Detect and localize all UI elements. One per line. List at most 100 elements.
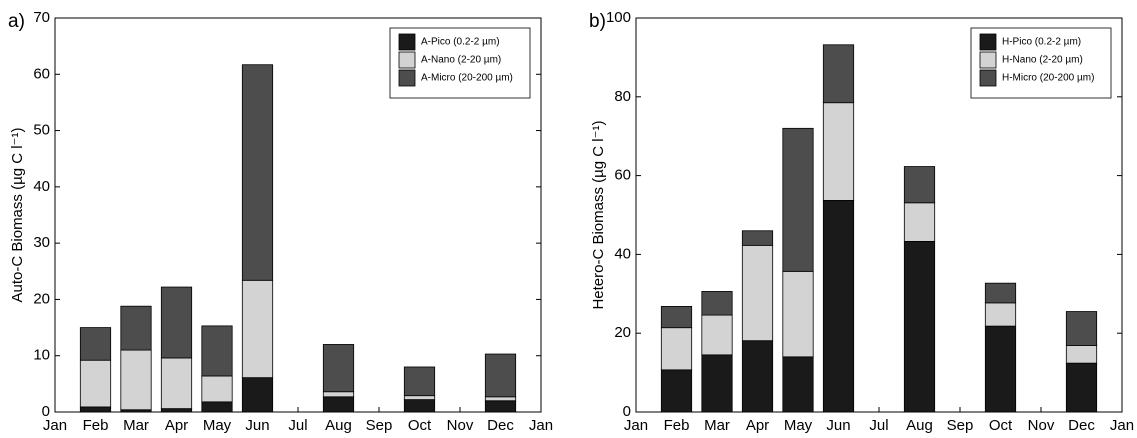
- x-tick-label: Feb: [83, 417, 109, 434]
- legend-label: A-Micro (20-200 µm): [421, 73, 513, 84]
- legend-swatch: [979, 69, 997, 87]
- bar-segment: [322, 391, 355, 398]
- bar-segment: [782, 270, 814, 358]
- y-tick-label: 70: [33, 9, 50, 26]
- legend-swatch: [979, 33, 997, 51]
- y-tick-label: 30: [33, 234, 50, 251]
- bar-segment: [241, 64, 274, 281]
- legend-swatch: [398, 69, 416, 87]
- bar-segment: [484, 396, 517, 402]
- y-tick-label: 60: [614, 167, 631, 184]
- bar-segment: [160, 408, 193, 413]
- bar-segment: [782, 127, 814, 272]
- bar-segment: [741, 244, 774, 342]
- legend-label: H-Nano (2-20 µm): [1002, 55, 1083, 66]
- x-tick-label: May: [203, 417, 232, 434]
- x-tick-label: Apr: [746, 417, 769, 434]
- x-tick-label: Sep: [366, 417, 393, 434]
- y-axis-label: Hetero-C Biomass (µg C l⁻¹): [590, 120, 607, 309]
- y-tick-label: 40: [33, 178, 50, 195]
- x-tick-label: Nov: [447, 417, 474, 434]
- bar-segment: [701, 314, 733, 356]
- x-tick-label: Jul: [869, 417, 888, 434]
- bar-segment: [241, 377, 274, 413]
- bar-segment: [403, 366, 436, 397]
- bar-segment: [660, 369, 693, 413]
- bar-segment: [741, 340, 774, 413]
- bar-segment: [903, 166, 936, 204]
- bar-segment: [822, 102, 855, 201]
- x-tick-label: Jul: [288, 417, 307, 434]
- y-tick-label: 40: [614, 245, 631, 262]
- x-tick-label: Jan: [1110, 417, 1134, 434]
- legend-label: A-Pico (0.2-2 µm): [421, 37, 500, 48]
- x-tick-label: Aug: [325, 417, 352, 434]
- y-tick-label: 50: [33, 122, 50, 139]
- bar-segment: [120, 349, 152, 411]
- y-tick-label: 20: [33, 290, 50, 307]
- y-tick-label: 10: [33, 347, 50, 364]
- bar-segment: [701, 291, 733, 316]
- bar-segment: [79, 406, 112, 413]
- bar-segment: [403, 395, 436, 401]
- x-tick-label: Dec: [1068, 417, 1095, 434]
- bar-segment: [903, 240, 936, 413]
- bar-segment: [903, 202, 936, 242]
- bar-segment: [322, 344, 355, 393]
- x-tick-label: Sep: [947, 417, 974, 434]
- bar-segment: [120, 305, 152, 351]
- x-tick-label: Oct: [408, 417, 432, 434]
- legend-label: H-Pico (0.2-2 µm): [1002, 37, 1081, 48]
- legend-label: A-Nano (2-20 µm): [421, 55, 501, 66]
- bar-segment: [160, 286, 193, 359]
- bar-segment: [484, 400, 517, 413]
- x-tick-label: Jan: [43, 417, 67, 434]
- y-tick-label: 100: [606, 9, 631, 26]
- bar-segment: [201, 401, 233, 413]
- x-tick-label: Nov: [1028, 417, 1055, 434]
- bar-segment: [241, 279, 274, 379]
- bar-segment: [660, 306, 693, 329]
- x-tick-label: Aug: [906, 417, 933, 434]
- legend-swatch: [979, 51, 997, 69]
- bar-segment: [1065, 362, 1098, 413]
- bar-segment: [79, 359, 112, 408]
- legend-swatch: [398, 33, 416, 51]
- x-tick-label: Apr: [165, 417, 188, 434]
- bar-segment: [984, 302, 1017, 327]
- x-tick-label: May: [784, 417, 813, 434]
- x-tick-label: Mar: [123, 417, 149, 434]
- bar-segment: [782, 356, 814, 413]
- x-tick-label: Jun: [245, 417, 269, 434]
- x-tick-label: Jun: [826, 417, 850, 434]
- bar-segment: [1065, 345, 1098, 364]
- bar-segment: [701, 354, 733, 413]
- x-tick-label: Mar: [704, 417, 730, 434]
- legend-swatch: [398, 51, 416, 69]
- x-tick-label: Jan: [529, 417, 553, 434]
- y-tick-label: 60: [33, 65, 50, 82]
- bar-segment: [79, 327, 112, 361]
- y-tick-label: 0: [42, 403, 50, 420]
- x-tick-label: Dec: [487, 417, 514, 434]
- panel-label: b): [589, 11, 606, 32]
- bar-segment: [160, 357, 193, 410]
- bar-segment: [322, 396, 355, 413]
- bar-segment: [741, 230, 774, 246]
- bar-segment: [403, 399, 436, 413]
- bar-segment: [984, 325, 1017, 413]
- x-tick-label: Feb: [664, 417, 690, 434]
- y-tick-label: 20: [614, 324, 631, 341]
- bar-segment: [822, 44, 855, 104]
- bar-segment: [201, 325, 233, 377]
- legend-label: H-Micro (20-200 µm): [1002, 73, 1094, 84]
- y-tick-label: 80: [614, 88, 631, 105]
- bar-segment: [484, 353, 517, 398]
- panel-label: a): [8, 11, 25, 32]
- y-tick-label: 0: [623, 403, 631, 420]
- y-axis-label: Auto-C Biomass (µg C l⁻¹): [9, 128, 26, 303]
- bar-segment: [822, 200, 855, 413]
- bar-segment: [1065, 311, 1098, 346]
- x-tick-label: Jan: [624, 417, 648, 434]
